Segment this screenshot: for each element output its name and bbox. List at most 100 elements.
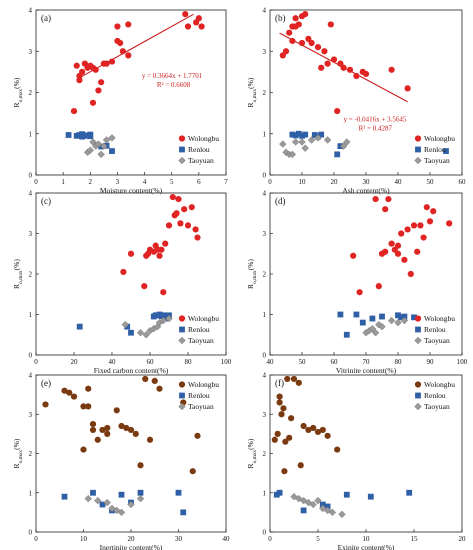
data-point-wolongbu [300, 422, 307, 430]
data-point-wolongbu [276, 393, 283, 400]
data-point-wolongbu [79, 68, 86, 75]
legend-marker-wolongbu [178, 315, 186, 322]
data-point-taoyuan [343, 138, 351, 146]
data-point-wolongbu [89, 426, 97, 434]
x-tick-label: 5 [316, 535, 320, 543]
data-point-wolongbu [394, 242, 402, 249]
data-point-taoyuan [301, 144, 309, 152]
data-point-taoyuan [127, 500, 135, 509]
data-point-taoyuan [288, 150, 297, 159]
data-point-wolongbu [173, 210, 180, 217]
data-point-wolongbu [151, 377, 158, 384]
data-point-taoyuan [314, 134, 322, 142]
data-point-renlou [292, 132, 299, 139]
y-tick-label: 3 [263, 230, 267, 238]
legend-entry: Taoyuan [424, 336, 450, 345]
y-axis-label: Ro,max(%) [246, 77, 258, 107]
data-point-wolongbu [282, 48, 290, 55]
legend-entry: Taoyuan [188, 336, 214, 345]
data-point-renlou [318, 131, 325, 138]
legend-entry: Taoyuan [188, 402, 214, 411]
y-tick-label: 4 [29, 7, 33, 15]
data-point-wolongbu [334, 446, 341, 453]
legend-marker-wolongbu [414, 381, 422, 388]
data-point-wolongbu [446, 220, 453, 227]
x-tick-label: 60 [331, 358, 339, 366]
data-point-wolongbu [80, 446, 87, 453]
x-tick-label: 40 [395, 178, 403, 186]
data-point-taoyuan [314, 496, 322, 505]
data-point-wolongbu [123, 424, 130, 432]
data-point-renlou [76, 323, 83, 330]
data-point-taoyuan [339, 142, 348, 150]
y-tick-label: 1 [263, 489, 267, 497]
x-tick-label: 90 [427, 358, 435, 366]
data-point-wolongbu [286, 29, 293, 36]
data-point-wolongbu [194, 234, 201, 241]
data-point-wolongbu [189, 468, 196, 475]
data-point-taoyuan [387, 316, 396, 325]
legend-entry: Wolongbu [424, 314, 455, 323]
legend-marker-renlou [415, 326, 421, 333]
legend-entry: Renlou [424, 391, 446, 400]
legend-marker-wolongbu [178, 135, 186, 142]
data-point-wolongbu [98, 79, 105, 86]
data-point-taoyuan [142, 331, 150, 339]
data-point-wolongbu [417, 222, 424, 229]
data-point-wolongbu [305, 426, 312, 434]
data-point-taoyuan [108, 134, 116, 142]
data-point-wolongbu [382, 206, 389, 213]
data-point-wolongbu [85, 385, 92, 392]
data-point-wolongbu [113, 407, 120, 414]
data-point-wolongbu [156, 252, 163, 259]
data-point-wolongbu [104, 424, 111, 432]
data-point-wolongbu [182, 11, 189, 18]
data-point-wolongbu [175, 195, 182, 203]
data-point-wolongbu [70, 393, 78, 400]
data-point-renlou [124, 323, 131, 330]
data-point-renlou [369, 315, 376, 322]
data-point-renlou [128, 329, 134, 336]
data-point-wolongbu [375, 283, 382, 290]
data-point-wolongbu [394, 250, 402, 257]
data-point-taoyuan [298, 138, 306, 146]
data-point-renlou [99, 501, 106, 508]
data-point-taoyuan [94, 140, 103, 148]
data-point-renlou [302, 131, 309, 138]
data-point-wolongbu [324, 432, 331, 439]
x-tick-label: 10 [363, 535, 371, 543]
data-point-wolongbu [177, 220, 184, 227]
data-point-wolongbu [146, 436, 154, 443]
data-point-wolongbu [382, 248, 389, 255]
x-tick-label: 70 [363, 358, 371, 366]
data-point-renlou [411, 314, 417, 321]
data-point-wolongbu [141, 283, 148, 290]
y-tick-label: 2 [29, 450, 33, 458]
data-point-renlou [65, 132, 72, 138]
panel-f: 0 5 10 15 20 0 1 2 3 4 Exinite content(%) Ro,max(%)… [246, 372, 466, 550]
data-point-wolongbu [350, 252, 357, 259]
data-point-wolongbu [99, 426, 106, 434]
panel-label: (a) [41, 13, 51, 23]
legend-entry: Renlou [188, 391, 210, 400]
x-axis-label: Fixed carbon content(%) [94, 366, 169, 375]
x-tick-label: 50 [299, 358, 307, 366]
data-point-renlou [367, 493, 374, 500]
y-tick-label: 0 [29, 172, 33, 180]
data-point-wolongbu [276, 399, 283, 406]
data-point-wolongbu [278, 411, 285, 418]
y-tick-label: 4 [29, 190, 33, 198]
y-tick-label: 1 [29, 130, 33, 138]
y-tick-label: 4 [263, 190, 267, 198]
legend-entry: Renlou [424, 145, 446, 154]
data-point-wolongbu [423, 204, 430, 211]
data-point-taoyuan [117, 508, 126, 517]
y-tick-label: 2 [263, 89, 267, 97]
x-tick-label: 0 [268, 178, 272, 186]
x-tick-label: 7 [224, 178, 228, 186]
data-point-taoyuan [165, 314, 173, 323]
data-point-renlou [300, 507, 307, 514]
y-tick-label: 2 [29, 89, 33, 97]
y-tick-label: 1 [263, 130, 267, 138]
trend-line [79, 13, 194, 79]
